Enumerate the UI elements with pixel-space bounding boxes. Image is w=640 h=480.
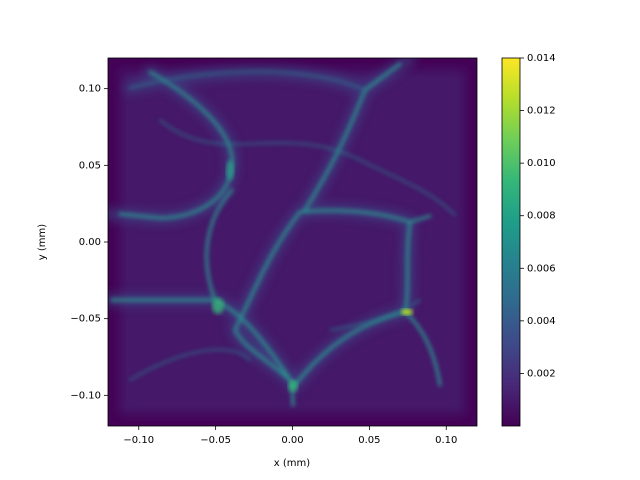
colorbar-tick-label: 0.008 [527, 211, 556, 222]
hot-spot [288, 380, 298, 392]
hot-spot [401, 309, 413, 315]
x-tick-label: 0.05 [358, 435, 380, 446]
colorbar-tick-label: 0.002 [527, 368, 556, 379]
y-tick-label: 0.10 [79, 84, 101, 95]
colorbar-tick-label: 0.014 [527, 53, 556, 64]
hot-spot [226, 160, 234, 180]
x-tick-label: 0.00 [281, 435, 303, 446]
colorbar-tick-label: 0.012 [527, 106, 556, 117]
y-tick-label: 0.05 [79, 160, 101, 171]
field-structure-faint [129, 70, 456, 381]
colorbar-tick-label: 0.010 [527, 158, 556, 169]
y-tick-label: −0.10 [70, 390, 101, 401]
field-structure [110, 62, 442, 407]
colorbar-tick-label: 0.004 [527, 316, 556, 327]
x-axis-label: x (mm) [274, 458, 310, 469]
x-tick-label: −0.05 [200, 435, 231, 446]
y-tick-label: −0.05 [70, 314, 101, 325]
colorbar-tick-label: 0.006 [527, 263, 556, 274]
x-tick-label: −0.10 [123, 435, 154, 446]
hot-spot [212, 298, 224, 314]
colorbar [502, 58, 520, 426]
y-axis-label: y (mm) [37, 224, 48, 260]
x-tick-label: 0.10 [435, 435, 457, 446]
colorbar-frame [501, 57, 521, 427]
heatmap-image [108, 58, 477, 426]
y-tick-label: 0.00 [79, 237, 101, 248]
